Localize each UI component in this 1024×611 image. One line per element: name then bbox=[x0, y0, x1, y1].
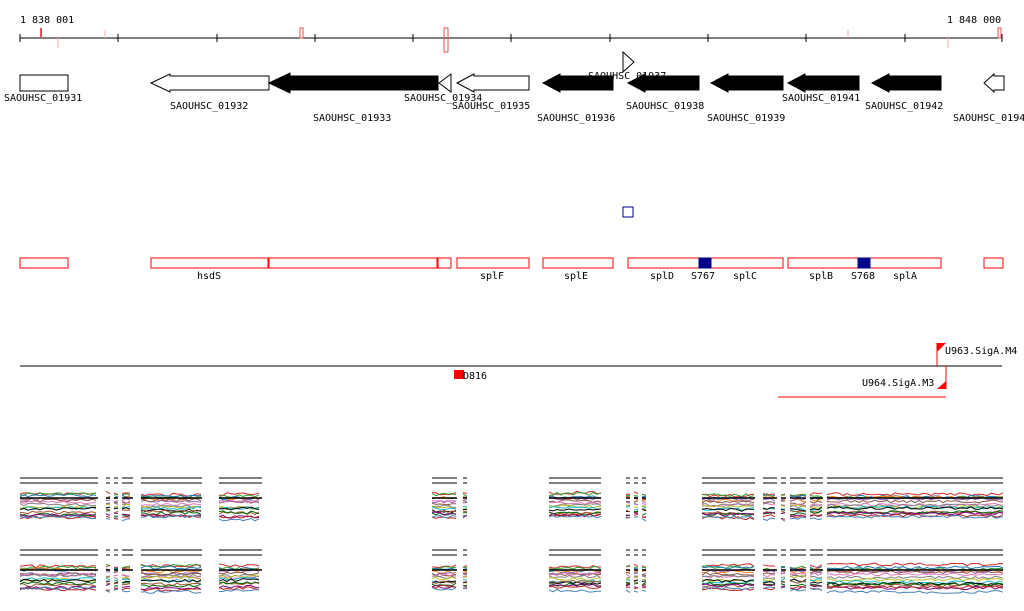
gene-SAOUHSC_01934[interactable]: SAOUHSC_01934 bbox=[404, 73, 482, 104]
operon-label: splE bbox=[564, 271, 588, 282]
gene-label: SAOUHSC_0194 bbox=[953, 113, 1024, 124]
gene-label: SAOUHSC_01941 bbox=[782, 93, 860, 104]
gene-SAOUHSC_01939[interactable]: SAOUHSC_01939 bbox=[707, 73, 785, 124]
gene-label: SAOUHSC_01934 bbox=[404, 93, 482, 104]
feature-label: D816 bbox=[463, 371, 487, 382]
feature-U964-marker[interactable] bbox=[937, 381, 946, 389]
operon-box[interactable] bbox=[983, 257, 1004, 269]
gene-label: SAOUHSC_01935 bbox=[452, 101, 530, 112]
gene-SAOUHSC_0194[interactable]: SAOUHSC_0194 bbox=[953, 72, 1024, 124]
ruler-start-label: 1 838 001 bbox=[20, 15, 74, 26]
gene-label: SAOUHSC_01932 bbox=[170, 101, 248, 112]
feature-track: D816 U963.SigA.M4 U964.SigA.M3 bbox=[20, 343, 1017, 398]
gene-label: SAOUHSC_01937 bbox=[588, 71, 666, 82]
gene-SAOUHSC_01937[interactable]: SAOUHSC_01937 bbox=[588, 50, 666, 82]
operon-box[interactable] bbox=[437, 257, 452, 269]
gene-SAOUHSC_01942[interactable]: SAOUHSC_01942 bbox=[865, 73, 943, 112]
gene-SAOUHSC_01931[interactable]: SAOUHSC_01931 bbox=[4, 74, 82, 104]
operon-box[interactable] bbox=[150, 257, 269, 269]
gene-label: SAOUHSC_01939 bbox=[707, 113, 785, 124]
ruler-end-label: 1 848 000 bbox=[947, 15, 1001, 26]
coordinate-ruler: 1 838 001 1 848 000 bbox=[19, 15, 1003, 53]
operon-box[interactable] bbox=[268, 257, 438, 269]
feature-D816[interactable] bbox=[454, 370, 464, 379]
gene-label: SAOUHSC_01931 bbox=[4, 93, 82, 104]
ruler-highlight-marks bbox=[40, 27, 1002, 53]
gene-SAOUHSC_01935[interactable]: SAOUHSC_01935 bbox=[452, 73, 530, 112]
operon-box[interactable] bbox=[542, 257, 614, 269]
operon-label: S767 bbox=[691, 271, 715, 282]
srna-S768[interactable] bbox=[857, 257, 871, 269]
gene-label: SAOUHSC_01936 bbox=[537, 113, 615, 124]
srna-S767[interactable] bbox=[698, 257, 712, 269]
gene-SAOUHSC_01938[interactable]: SAOUHSC_01938 bbox=[626, 73, 704, 112]
ruler-ticks bbox=[19, 34, 1003, 42]
operon-label: S768 bbox=[851, 271, 875, 282]
operon-box[interactable] bbox=[19, 257, 69, 269]
gene-SAOUHSC_01941[interactable]: SAOUHSC_01941 bbox=[782, 73, 860, 104]
gene-SAOUHSC_01933[interactable]: SAOUHSC_01933 bbox=[267, 72, 439, 124]
operon-label: splB bbox=[809, 271, 833, 282]
gene-label: SAOUHSC_01942 bbox=[865, 101, 943, 112]
gene-label: SAOUHSC_01933 bbox=[313, 113, 391, 124]
marker-square bbox=[622, 206, 634, 218]
expression-track-1 bbox=[19, 477, 1004, 522]
operon-labels: hsdS splF splE splD S767 splC splB S768 … bbox=[197, 271, 917, 282]
gene-SAOUHSC_01936[interactable]: SAOUHSC_01936 bbox=[537, 73, 615, 124]
operon-label: hsdS bbox=[197, 271, 221, 282]
operon-label: splF bbox=[480, 271, 504, 282]
expression-track-2 bbox=[19, 549, 1004, 594]
operon-label: splD bbox=[650, 271, 674, 282]
operon-track bbox=[19, 257, 1004, 269]
feature-label: U964.SigA.M3 bbox=[862, 378, 934, 389]
feature-label: U963.SigA.M4 bbox=[945, 346, 1017, 357]
gene-SAOUHSC_01932[interactable]: SAOUHSC_01932 bbox=[149, 73, 270, 112]
feature-U963-marker[interactable] bbox=[937, 343, 946, 352]
operon-label: splA bbox=[893, 271, 917, 282]
operon-box[interactable] bbox=[456, 257, 530, 269]
gene-label: SAOUHSC_01938 bbox=[626, 101, 704, 112]
operon-label: splC bbox=[733, 271, 757, 282]
gene-track: SAOUHSC_01931 SAOUHSC_01932 SAOUHSC_0193… bbox=[4, 50, 1024, 124]
